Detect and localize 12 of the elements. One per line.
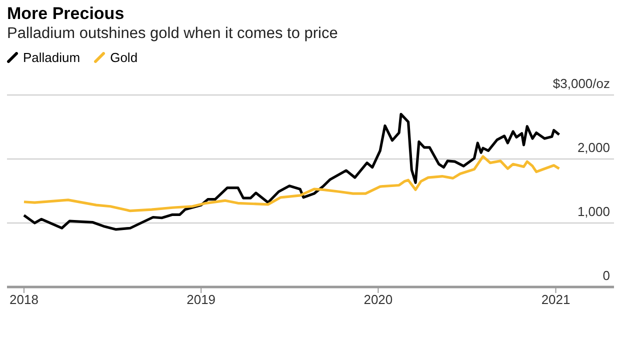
y-tick-label: $3,000/oz — [552, 76, 610, 91]
x-tick-label: 2019 — [186, 292, 216, 308]
y-tick-label: 1,000 — [577, 204, 610, 219]
chart-subtitle: Palladium outshines gold when it comes to price — [7, 24, 339, 44]
y-tick-label: 0 — [602, 268, 610, 283]
chart-title: More Precious — [7, 4, 126, 24]
legend-label: Palladium — [23, 50, 80, 65]
x-tick-label: 2018 — [10, 292, 38, 308]
legend-label: Gold — [110, 50, 138, 65]
y-tick-label: 2,000 — [577, 140, 610, 155]
x-tick-label: 2021 — [541, 292, 570, 308]
x-tick-label: 2020 — [364, 292, 393, 308]
